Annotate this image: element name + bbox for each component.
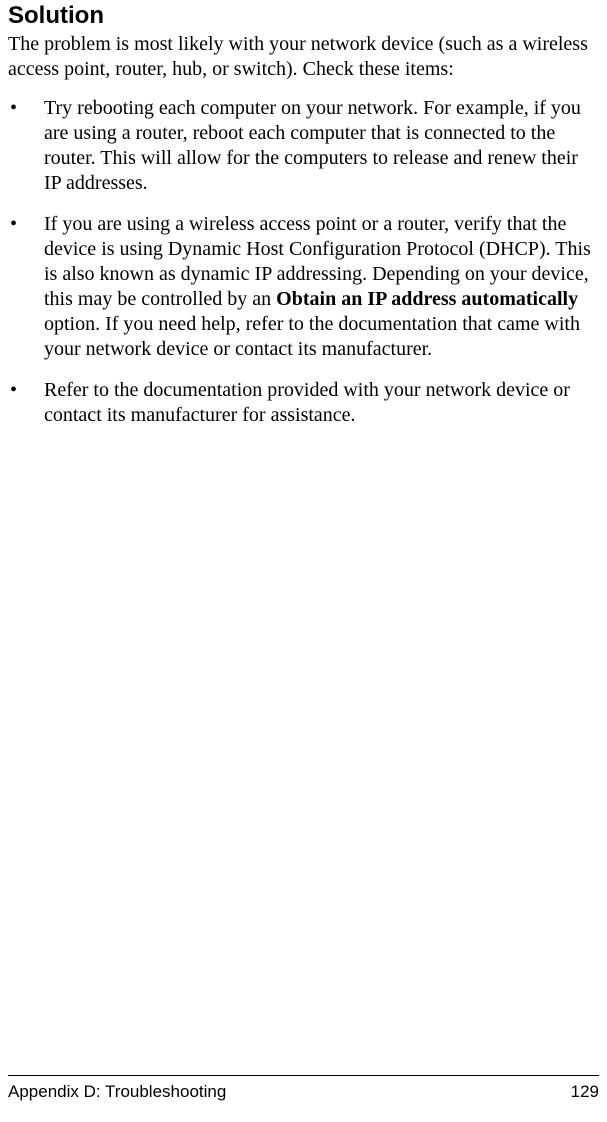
text-run: Try rebooting each computer on your netw… [44,97,581,194]
footer-section-label: Appendix D: Troubleshooting [8,1082,226,1102]
text-run: Refer to the documentation provided with… [44,379,570,426]
footer-row: Appendix D: Troubleshooting 129 [8,1082,599,1102]
bold-text-run: Obtain an IP address automatically [276,288,578,310]
footer-rule [8,1075,599,1076]
page-number: 129 [571,1082,599,1102]
text-run: option. If you need help, refer to the d… [44,313,580,360]
bullet-list: Try rebooting each computer on your netw… [8,96,597,428]
page-footer: Appendix D: Troubleshooting 129 [8,1075,599,1102]
bullet-item: Refer to the documentation provided with… [8,378,597,428]
bullet-item: Try rebooting each computer on your netw… [8,96,597,196]
bullet-item: If you are using a wireless access point… [8,212,597,362]
section-title: Solution [8,2,597,30]
intro-paragraph: The problem is most likely with your net… [8,32,597,82]
page: Solution The problem is most likely with… [0,2,607,1122]
